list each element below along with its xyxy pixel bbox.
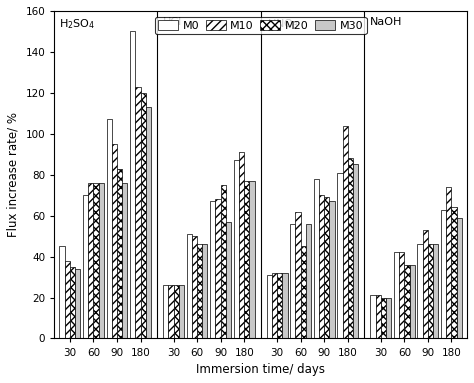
X-axis label: Immersion time/ days: Immersion time/ days [196,363,325,376]
Bar [210,201,216,339]
Bar [88,183,93,339]
Bar [107,119,112,339]
Bar [234,160,239,339]
Bar [249,181,255,339]
Bar [404,265,410,339]
Bar [168,285,173,339]
Bar [239,152,244,339]
Bar [329,201,335,339]
Bar [70,267,75,339]
Bar [348,158,353,339]
Bar [381,298,386,339]
Bar [202,244,208,339]
Bar [93,183,99,339]
Bar [295,211,301,339]
Bar [163,285,168,339]
Bar [179,285,184,339]
Bar [441,210,446,339]
Bar [64,261,70,339]
Bar [226,222,231,339]
Bar [418,244,423,339]
Bar [433,244,438,339]
Bar [122,183,128,339]
Bar [192,236,197,339]
Bar [370,295,375,339]
Bar [216,199,220,339]
Bar [301,246,306,339]
Bar [146,107,151,339]
Bar [428,244,433,339]
Bar [83,195,88,339]
Bar [277,273,283,339]
Bar [290,224,295,339]
Bar [99,183,104,339]
Bar [456,218,462,339]
Bar [187,234,192,339]
Bar [173,285,179,339]
Bar [197,244,202,339]
Y-axis label: Flux increase rate/ %: Flux increase rate/ % [7,112,20,237]
Bar [386,298,391,339]
Bar [410,265,415,339]
Bar [283,273,288,339]
Bar [306,224,311,339]
Text: H$_2$SO$_4$: H$_2$SO$_4$ [59,17,96,31]
Bar [244,181,249,339]
Bar [375,295,381,339]
Bar [394,252,399,339]
Bar [423,230,428,339]
Text: HNO$_3$: HNO$_3$ [267,17,299,31]
Bar [446,187,451,339]
Bar [451,208,456,339]
Bar [112,144,117,339]
Text: HCl: HCl [163,17,182,27]
Bar [314,179,319,339]
Bar [324,197,329,339]
Bar [75,269,80,339]
Bar [272,273,277,339]
Bar [319,195,324,339]
Legend: M0, M10, M20, M30: M0, M10, M20, M30 [155,16,367,34]
Bar [136,87,141,339]
Bar [59,246,64,339]
Text: NaOH: NaOH [370,17,403,27]
Bar [267,275,272,339]
Bar [220,185,226,339]
Bar [353,164,358,339]
Bar [399,252,404,339]
Bar [130,31,136,339]
Bar [117,169,122,339]
Bar [337,173,343,339]
Bar [141,93,146,339]
Bar [343,126,348,339]
